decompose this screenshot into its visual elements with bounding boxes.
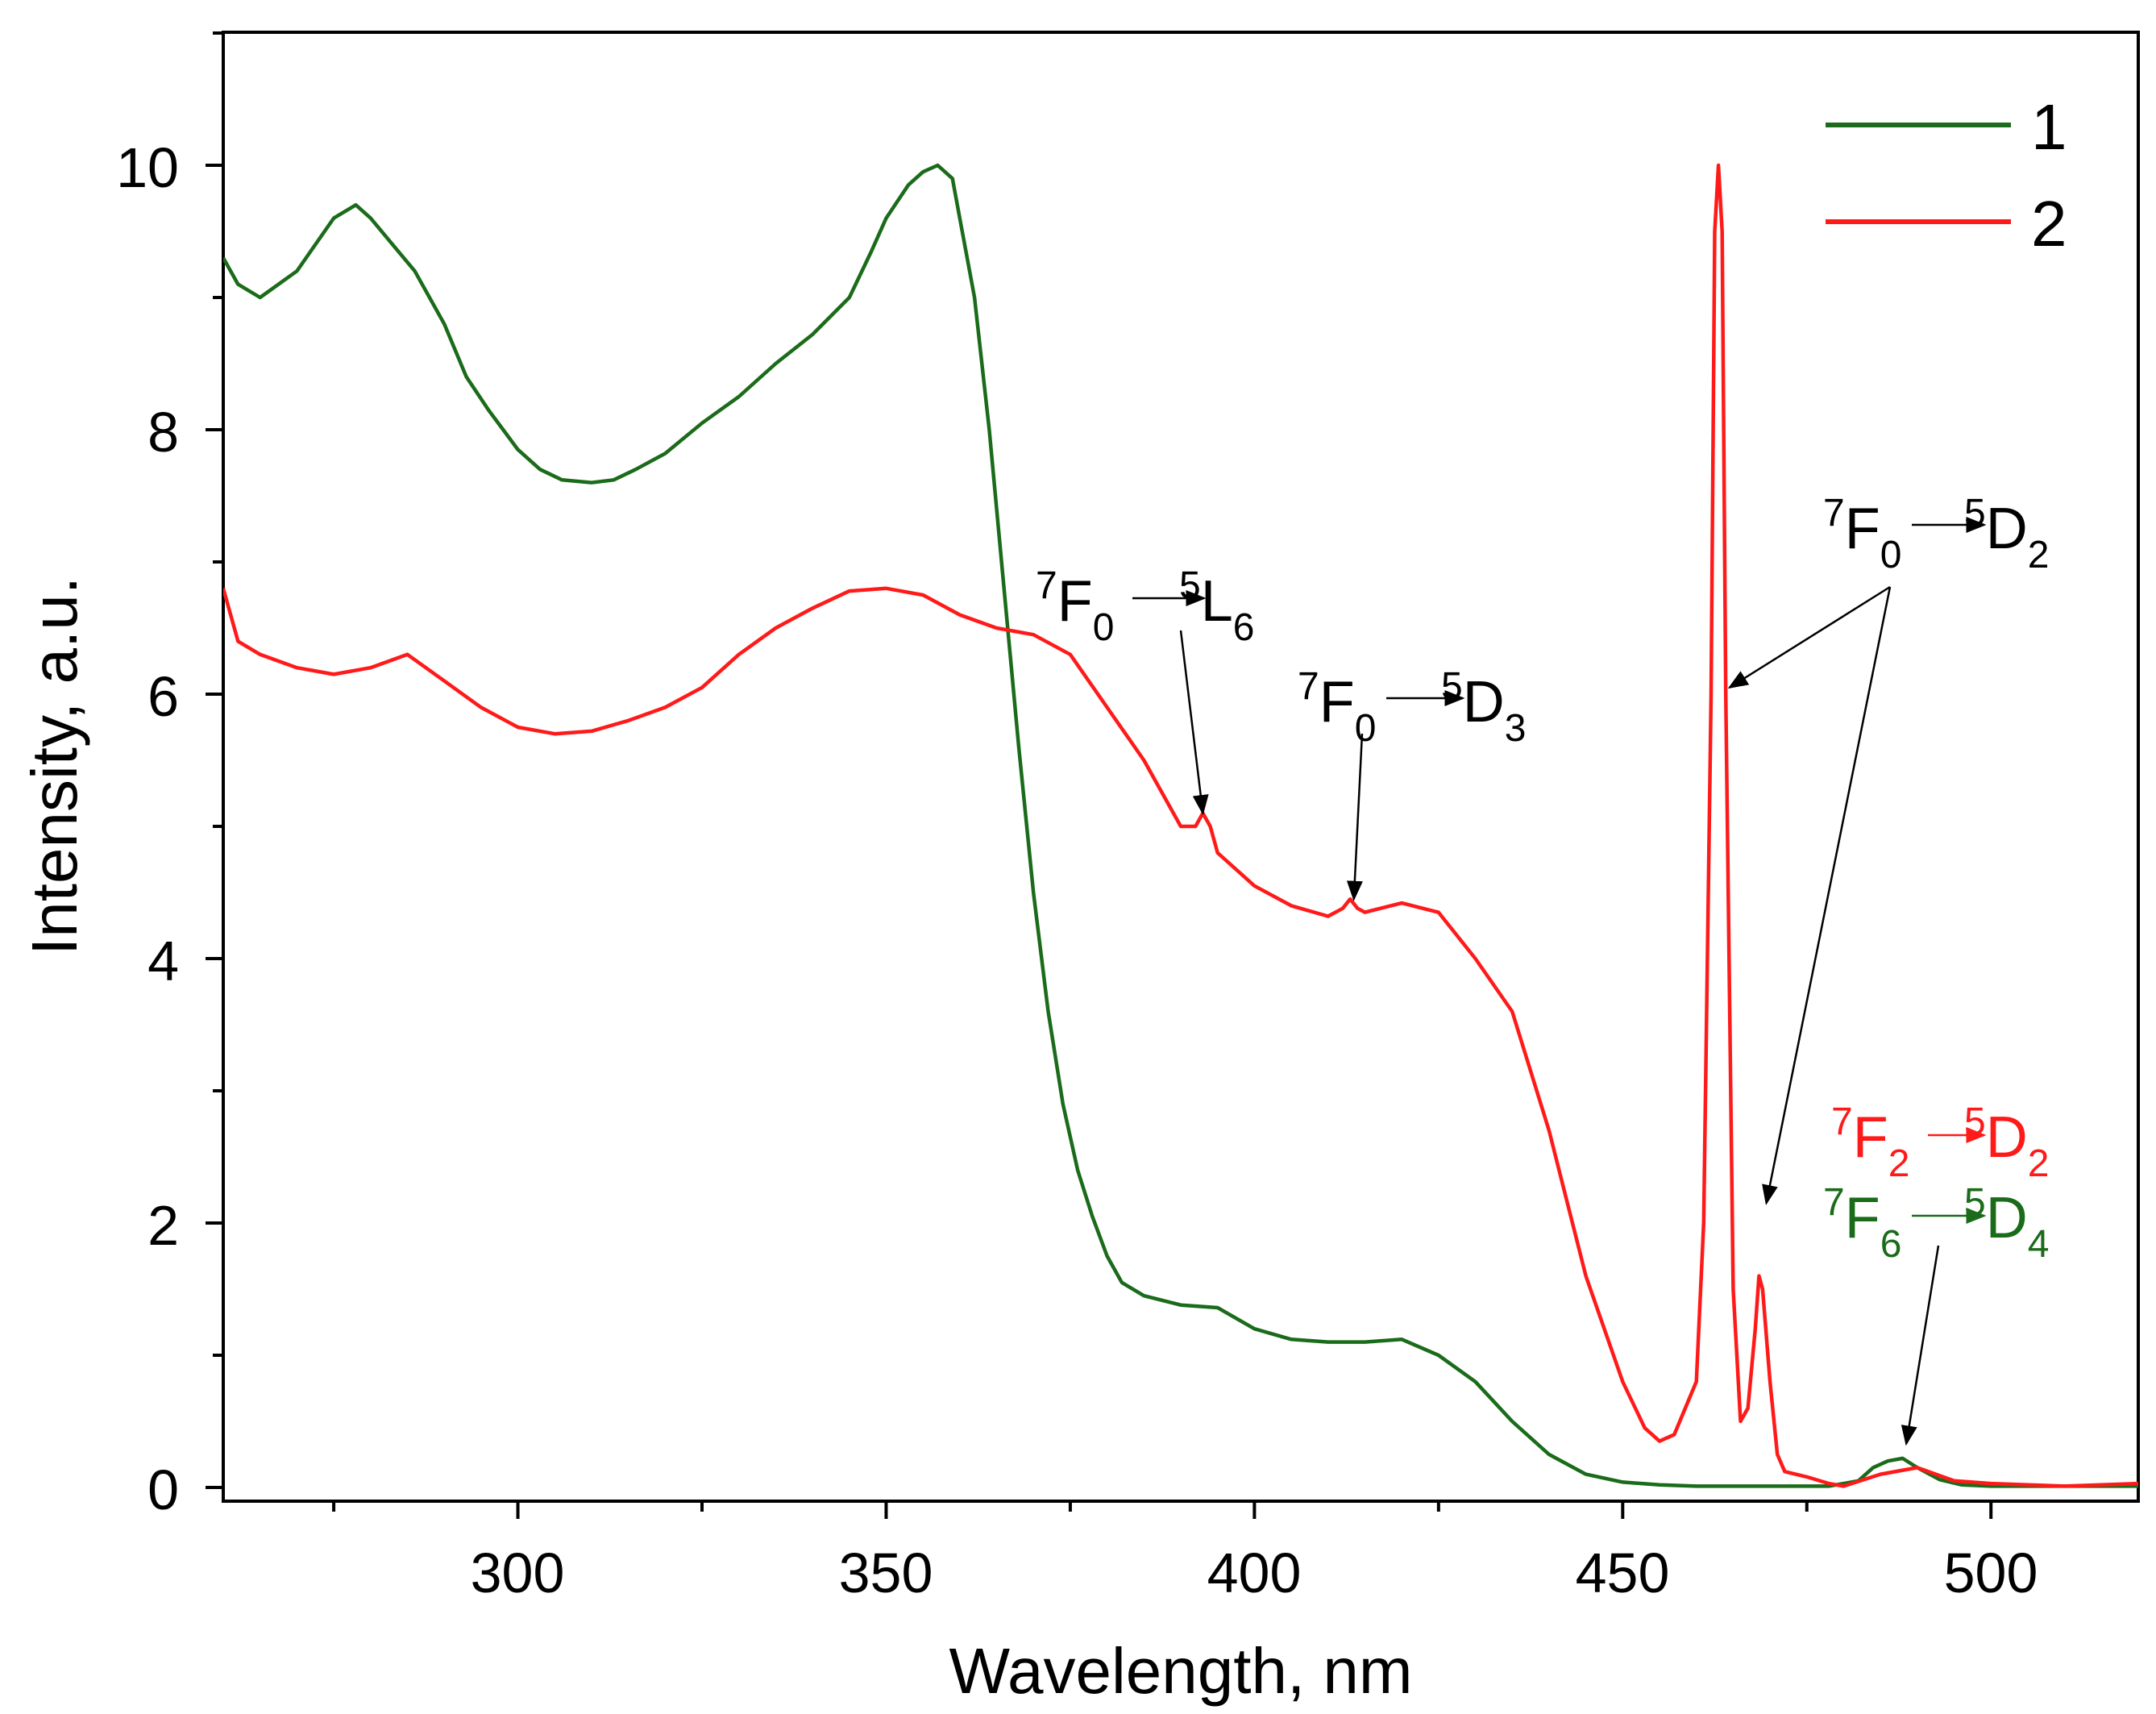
- annotation-f0-l6-sub1: 0: [1093, 606, 1115, 649]
- annotation-f6-d4-sup1: 7: [1823, 1181, 1845, 1224]
- annotation-f0-l6-main2: L: [1201, 569, 1233, 634]
- legend-label-1: 1: [2031, 91, 2067, 163]
- annotation-f0-d2-main1: F: [1845, 497, 1880, 561]
- legend: 1 2: [1826, 91, 2067, 260]
- annotation-f2-d2-main2: D: [1986, 1105, 2028, 1170]
- annotation-f2-d2-label-1: 7F2: [1831, 1100, 1909, 1185]
- x-axis-tick-labels: 300 350 400 450 500: [471, 1541, 2038, 1604]
- annotation-f0-l6-sub2: 6: [1233, 606, 1255, 649]
- annotation-f0-l6-label-2: 5L6: [1179, 564, 1254, 649]
- annotation-f2-d2-label-2: 5D2: [1964, 1100, 2049, 1185]
- annotation-f0-d3-sup1: 7: [1298, 665, 1319, 708]
- annotation-f0-d3-sup2: 5: [1441, 665, 1463, 708]
- series-1-line: [223, 163, 2138, 1488]
- y-tick-label-4: 4: [147, 930, 179, 992]
- x-tick-label-350: 350: [839, 1541, 933, 1604]
- x-tick-label-400: 400: [1207, 1541, 1302, 1604]
- annotation-f6-d4-sub2: 4: [2028, 1223, 2050, 1266]
- annotation-f0-d2-label-1: 7F0: [1823, 492, 1901, 576]
- plot-area-frame: [222, 31, 2140, 1503]
- annotation-f0-d2-sub2: 2: [2028, 534, 2050, 576]
- annotation-f6-d4-sup2: 5: [1964, 1181, 1986, 1224]
- annotation-f6-d4-main1: F: [1845, 1186, 1880, 1250]
- y-axis-tick-labels: 0 2 4 6 8 10: [116, 136, 179, 1521]
- y-axis-ticks: [206, 31, 223, 1489]
- x-tick-label-450: 450: [1576, 1541, 1670, 1604]
- annotation-f6-d4-label-1: 7F6: [1823, 1181, 1901, 1266]
- annotation-f2-d2: 7F2 5D2: [1831, 1100, 2049, 1185]
- annotation-f0-d2: 7F0 5D2: [1727, 492, 2049, 1205]
- annotation-f0-d3-pointer: [1346, 733, 1364, 901]
- annotation-f0-d3: 7F0 5D3: [1298, 665, 1526, 901]
- annotation-f0-d2-sub1: 0: [1880, 534, 1902, 576]
- annotation-f0-d2-sup1: 7: [1823, 492, 1845, 535]
- annotation-f6-d4-main2: D: [1986, 1186, 2028, 1250]
- annotation-f0-d3-label-2: 5D3: [1441, 665, 1526, 750]
- x-axis-title: Wavelength, nm: [949, 1635, 1412, 1707]
- annotation-f0-d2-label-2: 5D2: [1964, 492, 2049, 576]
- y-tick-label-8: 8: [147, 401, 179, 464]
- annotation-f0-l6: 7F0 5L6: [1036, 564, 1254, 816]
- x-tick-label-300: 300: [471, 1541, 565, 1604]
- annotation-f0-l6-pointer: [1179, 630, 1209, 816]
- annotation-f2-d2-main1: F: [1853, 1105, 1888, 1170]
- annotation-f6-d4-pointer: [1901, 1245, 1940, 1446]
- y-tick-label-0: 0: [147, 1458, 179, 1521]
- annotation-f0-l6-main1: F: [1057, 569, 1093, 634]
- annotation-f0-d3-label-1: 7F0: [1298, 665, 1376, 750]
- annotation-f0-d3-sub2: 3: [1505, 707, 1527, 750]
- annotation-f6-d4-sub1: 6: [1880, 1223, 1902, 1266]
- annotation-f0-l6-label-1: 7F0: [1036, 564, 1114, 649]
- y-tick-label-10: 10: [116, 136, 179, 199]
- y-axis-title: Intensity, a.u.: [19, 576, 90, 955]
- annotation-f0-l6-sup2: 5: [1179, 564, 1201, 607]
- y-tick-label-2: 2: [147, 1194, 179, 1257]
- annotation-f6-d4-label-2: 5D4: [1964, 1181, 2049, 1266]
- x-tick-label-500: 500: [1944, 1541, 2038, 1604]
- series-2-line: [223, 163, 2138, 1488]
- annotation-f0-d3-main1: F: [1319, 670, 1355, 734]
- annotation-f0-d2-pointer-side-peak: [1762, 586, 1892, 1205]
- annotation-f0-l6-sup1: 7: [1036, 564, 1057, 607]
- annotation-f0-d2-sup2: 5: [1964, 492, 1986, 535]
- annotation-f2-d2-sub2: 2: [2028, 1142, 2050, 1185]
- annotation-f2-d2-sup1: 7: [1831, 1100, 1853, 1143]
- y-tick-label-6: 6: [147, 665, 179, 728]
- annotation-f0-d2-pointer-main-peak: [1727, 585, 1891, 689]
- annotation-f6-d4: 7F6 5D4: [1823, 1181, 2049, 1446]
- annotation-f0-d3-sub1: 0: [1355, 707, 1377, 750]
- x-axis-ticks: [332, 1501, 1993, 1519]
- annotation-f0-d3-main2: D: [1463, 670, 1505, 734]
- annotation-f2-d2-sup2: 5: [1964, 1100, 1986, 1143]
- legend-label-2: 2: [2031, 188, 2067, 260]
- annotation-f0-d2-main2: D: [1986, 497, 2028, 561]
- annotation-f2-d2-sub1: 2: [1888, 1142, 1910, 1185]
